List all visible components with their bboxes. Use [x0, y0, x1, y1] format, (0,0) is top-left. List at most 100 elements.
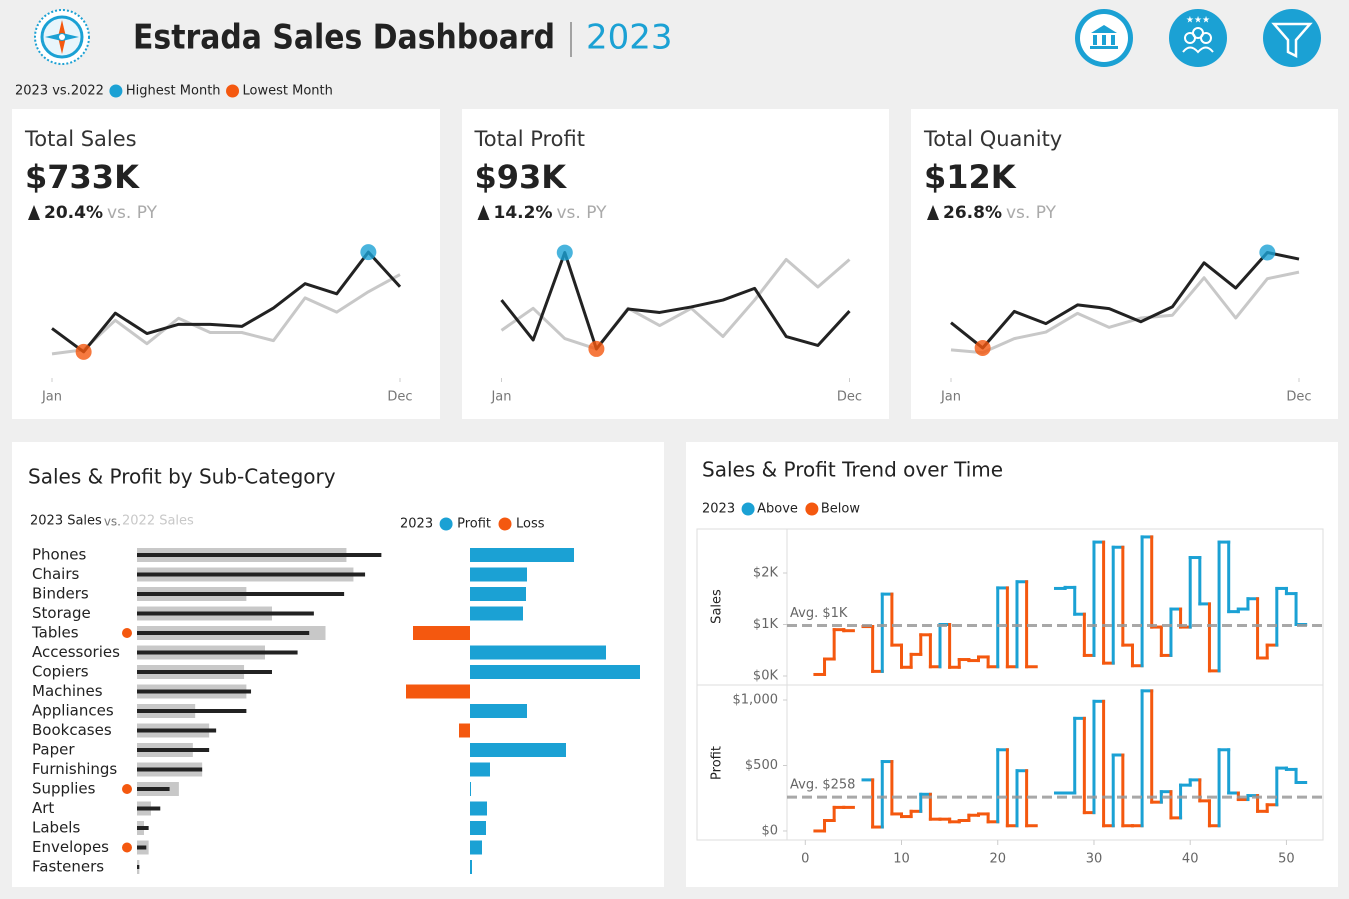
- profit-bar: [470, 567, 527, 582]
- sales-bar: [137, 865, 140, 869]
- kpi-title: Total Quanity: [923, 127, 1062, 151]
- legend-swatch: [498, 517, 512, 531]
- kpi-card: [12, 109, 440, 419]
- dashboard-title: Estrada Sales Dashboard: [133, 18, 555, 58]
- average-label: Avg. $1K: [790, 606, 848, 621]
- average-label: Avg. $258: [790, 778, 855, 793]
- category-label: Phones: [32, 546, 86, 564]
- sparkline: [950, 270, 1300, 355]
- sales-bar: [137, 728, 217, 733]
- legend-swatch: [226, 84, 240, 98]
- x-tick-label: Jan: [490, 390, 511, 405]
- decline-flag: [122, 842, 132, 853]
- category-label: Appliances: [32, 702, 114, 720]
- sales-bar: [137, 826, 149, 830]
- category-label: Supplies: [32, 780, 96, 798]
- profit-bar: [470, 665, 640, 679]
- dashboard-year: 2023: [586, 18, 673, 58]
- profit-bar: [470, 704, 527, 718]
- sparkline: [500, 251, 851, 351]
- y-tick-label: $2K: [753, 565, 779, 580]
- up-arrow: [927, 205, 939, 220]
- kpi-value: $12K: [924, 158, 1017, 196]
- decline-flag: [122, 628, 132, 638]
- profit-bar: [470, 548, 574, 562]
- y-axis-title: Sales: [710, 589, 725, 624]
- category-label: Art: [32, 799, 54, 817]
- legend-entry: Above: [757, 502, 798, 517]
- profit-bar: [470, 782, 471, 796]
- sales-bar: [137, 845, 147, 850]
- legend-title: 2023: [400, 517, 433, 532]
- x-tick-label: 20: [989, 852, 1006, 867]
- highest-month-dot: [556, 244, 573, 261]
- lowest-month-dot: [588, 340, 605, 357]
- sales-bar: [137, 650, 298, 655]
- y-tick-label: $0: [761, 823, 778, 838]
- customers-button[interactable]: ★★★: [1169, 9, 1227, 67]
- legend-entry: 2022 Sales: [122, 514, 194, 529]
- sales-bar: [137, 611, 314, 616]
- kpi-comparison: vs. PY: [1006, 203, 1057, 223]
- chart-title: Sales & Profit Trend over Time: [702, 458, 1003, 482]
- kpi-change: 20.4%: [44, 203, 103, 223]
- x-tick-label: Dec: [837, 390, 862, 405]
- category-label: Tables: [31, 624, 79, 642]
- kpi-value: $93K: [475, 158, 568, 196]
- lowest-month-dot: [974, 339, 991, 356]
- chart-title: Sales & Profit by Sub-Category: [28, 465, 336, 489]
- sparkline: [500, 257, 851, 351]
- x-tick-label: 30: [1086, 852, 1103, 867]
- legend-entry: Below: [821, 502, 860, 517]
- x-tick-label: Dec: [387, 390, 412, 405]
- sales-bar: [137, 553, 382, 557]
- sparkline: [950, 250, 1300, 350]
- profit-bar: [406, 684, 470, 699]
- profit-bar: [413, 626, 470, 640]
- filter-button[interactable]: [1263, 9, 1321, 67]
- sales-bar: [137, 572, 366, 577]
- lowest-month-dot: [75, 343, 92, 360]
- kpi-title: Total Sales: [24, 127, 137, 151]
- category-label: Machines: [32, 682, 103, 700]
- sales-bar: [137, 748, 210, 752]
- kpi-change: 14.2%: [494, 203, 553, 223]
- legend-swatch: [439, 517, 453, 531]
- x-tick-label: Jan: [41, 390, 62, 405]
- sales-bar: [137, 689, 252, 694]
- legend-label: 2023 vs.2022: [15, 84, 104, 99]
- sales-bar: [137, 767, 203, 772]
- sales-bar: [137, 709, 247, 713]
- bank-button[interactable]: [1075, 9, 1133, 67]
- highest-month-dot: [360, 244, 377, 261]
- sales-bar: [137, 592, 345, 596]
- profit-bar: [470, 821, 486, 835]
- y-axis-title: Profit: [710, 746, 725, 780]
- y-tick-label: $1,000: [733, 693, 779, 708]
- up-arrow: [477, 205, 490, 220]
- sparkline: [51, 273, 401, 356]
- category-label: Bookcases: [32, 721, 112, 739]
- sales-bar: [137, 787, 170, 791]
- svg-text:★★★: ★★★: [1186, 16, 1210, 26]
- legend-entry: Lowest Month: [243, 84, 333, 99]
- legend-swatch: [109, 84, 123, 98]
- legend-swatch: [805, 502, 819, 516]
- category-label: Paper: [32, 741, 75, 759]
- sales-bar: [137, 806, 161, 811]
- kpi-card: [911, 109, 1338, 419]
- profit-bar: [470, 840, 482, 855]
- profit-bar: [470, 801, 487, 816]
- sales-bar: [137, 670, 272, 674]
- legend-entry: 2023 Sales: [30, 514, 102, 529]
- sparkline: [51, 250, 402, 354]
- category-label: Copiers: [32, 663, 89, 681]
- y-tick-label: $1K: [753, 617, 779, 632]
- category-label: Envelopes: [32, 838, 109, 856]
- profit-bar: [470, 606, 523, 621]
- category-label: Binders: [32, 585, 89, 603]
- profit-bar: [459, 723, 470, 738]
- profit-bar: [470, 860, 472, 874]
